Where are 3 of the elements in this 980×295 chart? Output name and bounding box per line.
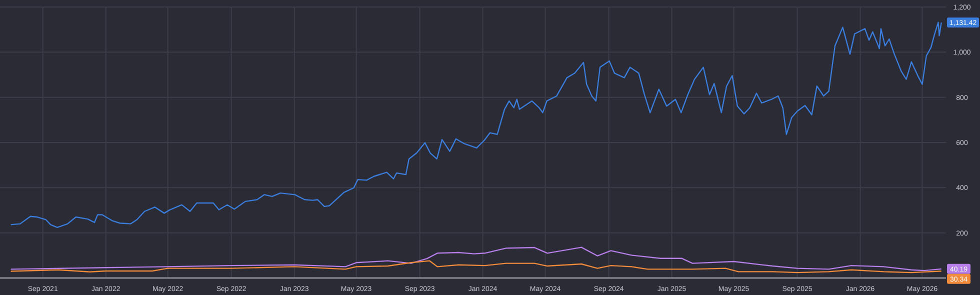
- line-series: [10, 260, 942, 274]
- line-series: [10, 22, 942, 228]
- line-series: [10, 246, 942, 272]
